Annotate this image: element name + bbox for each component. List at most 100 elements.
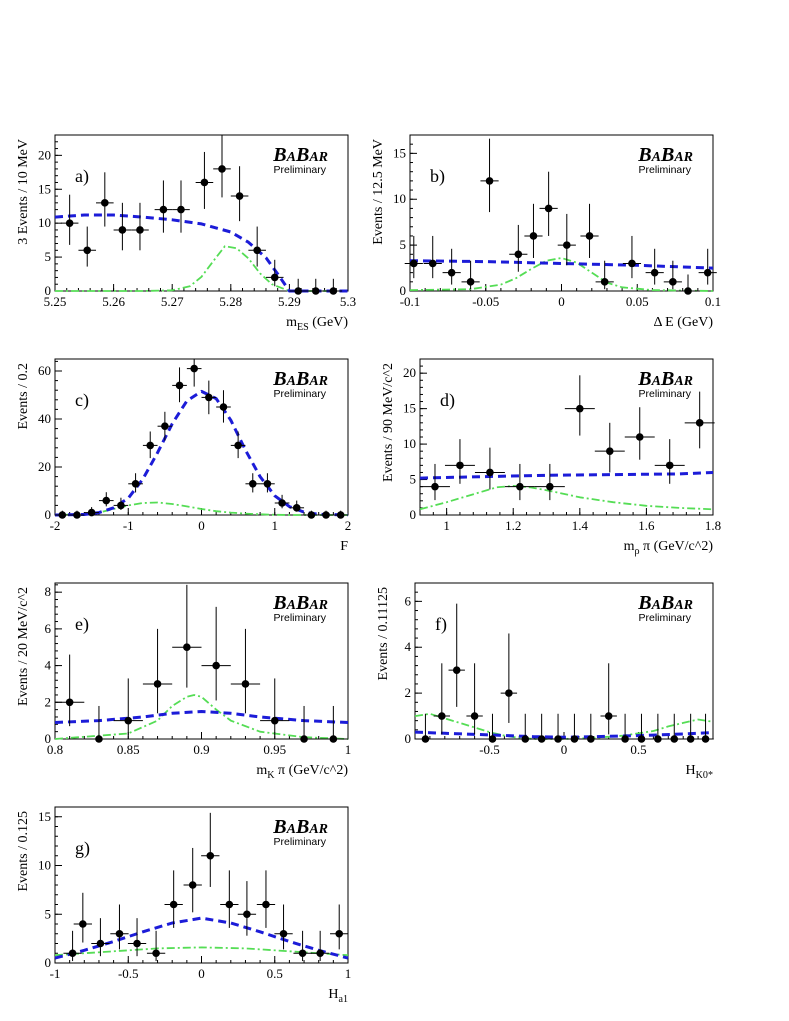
x-tick-label: 0.9 xyxy=(193,742,209,757)
data-point xyxy=(195,151,214,209)
x-tick-label: 1 xyxy=(345,742,352,757)
data-point xyxy=(594,422,625,473)
data-point xyxy=(654,439,685,484)
data-point xyxy=(213,135,231,198)
data-marker xyxy=(637,735,646,743)
data-marker xyxy=(431,482,439,491)
y-tick-label: 20 xyxy=(38,147,51,162)
x-axis-label: HK0* xyxy=(686,763,713,781)
y-tick-label: 2 xyxy=(405,685,412,700)
x-tick-label: 5.3 xyxy=(340,294,356,309)
data-point xyxy=(265,259,284,287)
y-tick-label: 0 xyxy=(405,731,412,746)
data-point xyxy=(509,224,528,272)
x-tick-label: -0.5 xyxy=(479,742,500,757)
data-marker xyxy=(307,511,316,519)
data-marker xyxy=(669,278,677,286)
x-tick-label: 5.25 xyxy=(44,294,67,309)
y-tick-label: 8 xyxy=(45,584,52,599)
data-point xyxy=(684,391,715,449)
preliminary-label: Preliminary xyxy=(273,836,326,848)
x-tick-label: 5.27 xyxy=(161,294,184,309)
data-marker xyxy=(670,735,679,743)
data-marker xyxy=(516,482,524,491)
data-point xyxy=(274,904,293,950)
data-point xyxy=(237,881,257,936)
y-tick-label: 6 xyxy=(45,621,52,636)
data-marker xyxy=(175,381,184,390)
babar-logo: BABAR xyxy=(272,144,328,166)
data-marker xyxy=(684,287,692,295)
panel-label: f) xyxy=(435,614,447,635)
data-marker xyxy=(218,165,226,173)
data-marker xyxy=(521,735,530,743)
data-point xyxy=(164,870,183,928)
panel-label: e) xyxy=(75,614,89,635)
x-axis-label: Δ E (GeV) xyxy=(653,315,713,330)
data-point xyxy=(245,473,261,493)
data-point xyxy=(582,713,600,743)
babar-logo: BABAR xyxy=(272,816,328,838)
data-marker xyxy=(421,735,430,743)
data-point xyxy=(566,713,583,743)
data-marker xyxy=(409,259,418,268)
data-marker xyxy=(529,232,538,240)
background-curve xyxy=(54,710,349,724)
data-point xyxy=(256,870,276,928)
data-marker xyxy=(248,480,257,488)
data-marker xyxy=(505,689,513,697)
background-curve xyxy=(409,259,714,270)
data-marker xyxy=(270,273,279,282)
data-marker xyxy=(253,246,261,255)
data-point xyxy=(113,202,132,251)
data-point xyxy=(142,628,173,714)
data-point xyxy=(172,180,190,233)
panel-label: d) xyxy=(440,390,455,411)
babar-logo: BABAR xyxy=(637,144,693,166)
x-tick-label: 0 xyxy=(198,518,205,533)
y-tick-label: 40 xyxy=(38,411,51,426)
preliminary-label: Preliminary xyxy=(638,164,691,176)
x-tick-label: 0.5 xyxy=(630,742,646,757)
y-tick-label: 0 xyxy=(400,283,407,298)
data-point xyxy=(324,278,343,295)
data-marker xyxy=(118,226,127,234)
data-marker xyxy=(311,287,320,295)
x-tick-label: -2 xyxy=(50,518,61,533)
y-tick-label: 15 xyxy=(393,145,406,160)
data-marker xyxy=(329,735,338,743)
data-point xyxy=(480,138,499,213)
data-point xyxy=(306,278,325,295)
y-tick-label: 0 xyxy=(45,283,52,298)
data-point xyxy=(69,510,85,519)
data-marker xyxy=(219,403,228,411)
data-marker xyxy=(456,461,464,470)
data-point xyxy=(230,431,246,459)
data-point xyxy=(201,606,231,701)
data-marker xyxy=(537,735,546,743)
data-point xyxy=(645,248,664,285)
data-marker xyxy=(316,949,324,958)
data-marker xyxy=(604,712,613,720)
data-point xyxy=(73,892,92,943)
data-marker xyxy=(206,851,215,860)
data-marker xyxy=(294,287,302,295)
data-marker xyxy=(466,278,475,286)
panel-a: 5.25 5.26 5.27 5.28 5.29 5.3 0 5 10 15 20 3 Events … xyxy=(16,134,356,333)
data-point xyxy=(318,510,334,519)
background-curve xyxy=(414,730,714,739)
data-point xyxy=(484,713,501,743)
x-tick-label: 1.6 xyxy=(638,518,655,533)
data-marker xyxy=(241,680,250,688)
data-point xyxy=(666,713,683,743)
y-tick-label: 5 xyxy=(45,249,52,264)
x-tick-label: 0.95 xyxy=(263,742,286,757)
data-point xyxy=(466,663,483,735)
data-marker xyxy=(190,364,198,373)
x-tick-label: 0.05 xyxy=(626,294,649,309)
data-point xyxy=(616,713,634,743)
y-tick-label: 0 xyxy=(45,507,52,522)
data-marker xyxy=(563,241,571,249)
data-marker xyxy=(146,441,155,450)
